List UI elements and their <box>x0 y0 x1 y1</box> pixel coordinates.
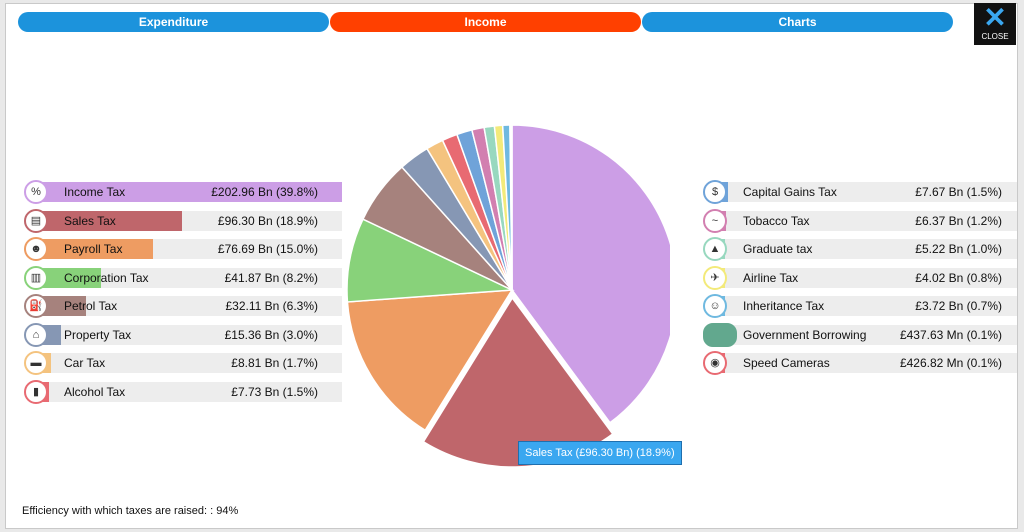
camera-icon: ◉ <box>703 351 727 375</box>
tax-row[interactable]: % Income Tax £202.96 Bn (39.8%) <box>24 180 342 204</box>
tax-row-track <box>717 296 1017 316</box>
tax-row[interactable]: ✈ Airline Tax £4.02 Bn (0.8%) <box>703 265 1017 290</box>
family-icon: ☺ <box>703 294 727 318</box>
tax-row-bar <box>38 210 183 231</box>
tax-value: £202.96 Bn (39.8%) <box>211 185 318 199</box>
tax-name: Petrol Tax <box>64 299 118 313</box>
tax-value: £76.69 Bn (15.0%) <box>217 242 318 256</box>
cigarette-icon: ~ <box>703 208 727 233</box>
tax-row-bar <box>38 296 87 316</box>
tax-row[interactable]: ~ Tobacco Tax £6.37 Bn (1.2%) <box>703 208 1017 233</box>
tax-row[interactable]: $ Capital Gains Tax £7.67 Bn (1.5%) <box>703 180 1017 204</box>
tax-name: Corporation Tax <box>64 270 149 285</box>
tax-row[interactable]: ☺ Inheritance Tax £3.72 Bn (0.7%) <box>703 294 1017 318</box>
close-label: CLOSE <box>981 32 1009 41</box>
graduation-cap-icon: ▲ <box>703 237 727 261</box>
tax-row[interactable]: ▲ Graduate tax £5.22 Bn (1.0%) <box>703 237 1017 261</box>
tax-name: Alcohol Tax <box>64 384 126 399</box>
tax-row-track <box>717 324 1017 345</box>
tax-value: £8.81 Bn (1.7%) <box>231 356 318 370</box>
fuel-icon: ⛽ <box>24 294 48 318</box>
tax-value: £437.63 Mn (0.1%) <box>899 327 1002 342</box>
tax-name: Income Tax <box>64 185 126 199</box>
tax-row[interactable]: ⛽ Petrol Tax £32.11 Bn (6.3%) <box>24 294 342 318</box>
tax-name: Tobacco Tax <box>743 213 810 228</box>
airplane-icon: ✈ <box>703 265 727 290</box>
tax-row[interactable]: ▤ Sales Tax £96.30 Bn (18.9%) <box>24 208 342 233</box>
tax-row-track <box>38 353 342 373</box>
tax-row-track <box>717 239 1017 259</box>
tax-row-track <box>38 381 342 402</box>
close-icon: ✕ <box>983 2 1007 33</box>
worker-icon: ☻ <box>24 237 48 261</box>
tax-name: Payroll Tax <box>64 242 123 256</box>
tax-name: Sales Tax <box>64 213 116 228</box>
tax-name: Graduate tax <box>743 242 813 256</box>
tax-value: £5.22 Bn (1.0%) <box>915 242 1002 256</box>
tax-row[interactable]: Government Borrowing £437.63 Mn (0.1%) <box>703 322 1017 347</box>
house-money-icon: ⌂ <box>24 322 48 347</box>
tax-row-track <box>717 210 1017 231</box>
tax-row[interactable]: ▬ Car Tax £8.81 Bn (1.7%) <box>24 351 342 375</box>
tax-value: £41.87 Bn (8.2%) <box>224 270 318 285</box>
tax-name: Car Tax <box>64 356 106 370</box>
tab-charts[interactable]: Charts <box>642 12 953 32</box>
tax-row-bar <box>38 182 342 202</box>
tax-value: £7.73 Bn (1.5%) <box>231 384 318 399</box>
tax-row-bar <box>38 239 153 259</box>
tax-row[interactable]: ◉ Speed Cameras £426.82 Mn (0.1%) <box>703 351 1017 375</box>
tax-row[interactable]: ▥ Corporation Tax £41.87 Bn (8.2%) <box>24 265 342 290</box>
tax-row-track <box>717 353 1017 373</box>
tax-value: £7.67 Bn (1.5%) <box>915 185 1002 199</box>
bottle-icon: ▮ <box>24 379 48 404</box>
tax-row-bar <box>38 267 101 288</box>
tax-value: £426.82 Mn (0.1%) <box>899 356 1002 370</box>
tax-row-track <box>38 324 342 345</box>
tax-name: Speed Cameras <box>743 356 830 370</box>
tax-row[interactable]: ☻ Payroll Tax £76.69 Bn (15.0%) <box>24 237 342 261</box>
tax-value: £32.11 Bn (6.3%) <box>225 299 318 313</box>
tax-row[interactable]: ⌂ Property Tax £15.36 Bn (3.0%) <box>24 322 342 347</box>
close-button[interactable]: ✕ CLOSE <box>974 3 1016 45</box>
tax-row-track <box>717 182 1017 202</box>
pie-slice-speed-cameras[interactable] <box>510 124 513 291</box>
pie-slice-payroll-tax[interactable] <box>346 289 514 432</box>
tax-row[interactable]: ▮ Alcohol Tax £7.73 Bn (1.5%) <box>24 379 342 404</box>
tab-expenditure[interactable]: Expenditure <box>18 12 329 32</box>
car-icon: ▬ <box>24 351 48 375</box>
tab-income[interactable]: Income <box>330 12 641 32</box>
pie-slice-income-tax[interactable] <box>511 124 670 424</box>
blank-icon <box>703 322 737 347</box>
tax-row-track <box>717 267 1017 288</box>
efficiency-text: Efficiency with which taxes are raised: … <box>22 505 239 517</box>
money-bag-icon: $ <box>703 180 727 204</box>
percent-icon: % <box>24 180 48 204</box>
building-icon: ▥ <box>24 265 48 290</box>
income-pie-chart <box>346 124 670 468</box>
tax-name: Airline Tax <box>743 270 799 285</box>
receipt-icon: ▤ <box>24 208 48 233</box>
tax-name: Inheritance Tax <box>743 299 825 313</box>
tax-name: Government Borrowing <box>743 327 867 342</box>
tax-value: £6.37 Bn (1.2%) <box>915 213 1002 228</box>
tax-value: £15.36 Bn (3.0%) <box>224 327 318 342</box>
tax-value: £96.30 Bn (18.9%) <box>217 213 318 228</box>
tax-name: Capital Gains Tax <box>743 185 837 199</box>
slice-tooltip: Sales Tax (£96.30 Bn) (18.9%) <box>518 441 682 465</box>
tax-row-track <box>38 296 342 316</box>
tax-name: Property Tax <box>64 327 132 342</box>
tax-value: £4.02 Bn (0.8%) <box>915 270 1002 285</box>
tax-row-track <box>38 267 342 288</box>
tax-value: £3.72 Bn (0.7%) <box>915 299 1002 313</box>
